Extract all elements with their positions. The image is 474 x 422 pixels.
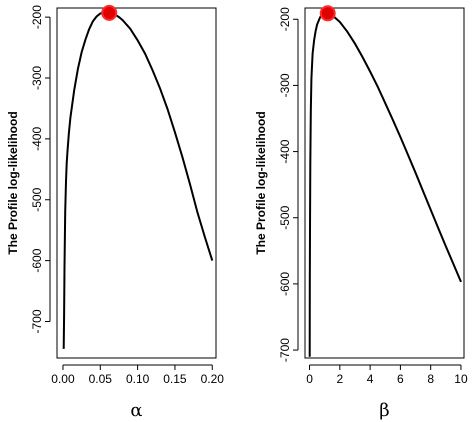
y-axis-title: The Profile log-likelihood [6, 111, 20, 254]
chart-panel-1: -700 -600 -500 -400 -300 -200 0.00 0.05 0.10 0.15… [6, 5, 224, 421]
y-tick-label: -400 [30, 127, 44, 151]
y-tick-label: -500 [30, 187, 44, 211]
y-tick-label: -200 [278, 7, 292, 31]
x-axis-title: β [379, 400, 389, 421]
x-tick-label: 2 [336, 372, 343, 386]
x-tick-label: 10 [454, 372, 468, 386]
x-tick-label: 0 [306, 372, 313, 386]
x-tick-label: 4 [367, 372, 374, 386]
y-tick-label: -200 [30, 5, 44, 29]
maximum-point [319, 5, 336, 22]
y-tick-label: -700 [278, 338, 292, 362]
plot-frame [56, 7, 217, 359]
profile-likelihood-line [62, 11, 214, 349]
x-tick-label: 0.10 [126, 372, 150, 386]
y-tick-label: -700 [30, 309, 44, 333]
y-tick-label: -300 [278, 73, 292, 97]
x-tick-label: 6 [397, 372, 404, 386]
x-tick-label: 8 [427, 372, 434, 386]
y-tick-label: -500 [278, 205, 292, 229]
x-tick-label: 0.05 [89, 372, 113, 386]
maximum-point [101, 4, 118, 21]
y-tick-label: -600 [278, 272, 292, 296]
profile-likelihood-line [308, 12, 462, 357]
y-tick-label: -300 [30, 66, 44, 90]
chart-panel-2: -700 -600 -500 -400 -300 -200 0 2 4 6 8 10 The Profi… [254, 5, 468, 421]
x-tick-label: 0.15 [163, 372, 187, 386]
y-axis-title: The Profile log-likelihood [254, 111, 268, 254]
y-tick-label: -600 [30, 248, 44, 272]
x-tick-label: 0.20 [201, 372, 225, 386]
plot-frame [304, 7, 465, 359]
x-tick-label: 0.00 [51, 372, 75, 386]
y-tick-label: -400 [278, 139, 292, 163]
x-axis-title: α [130, 400, 142, 421]
